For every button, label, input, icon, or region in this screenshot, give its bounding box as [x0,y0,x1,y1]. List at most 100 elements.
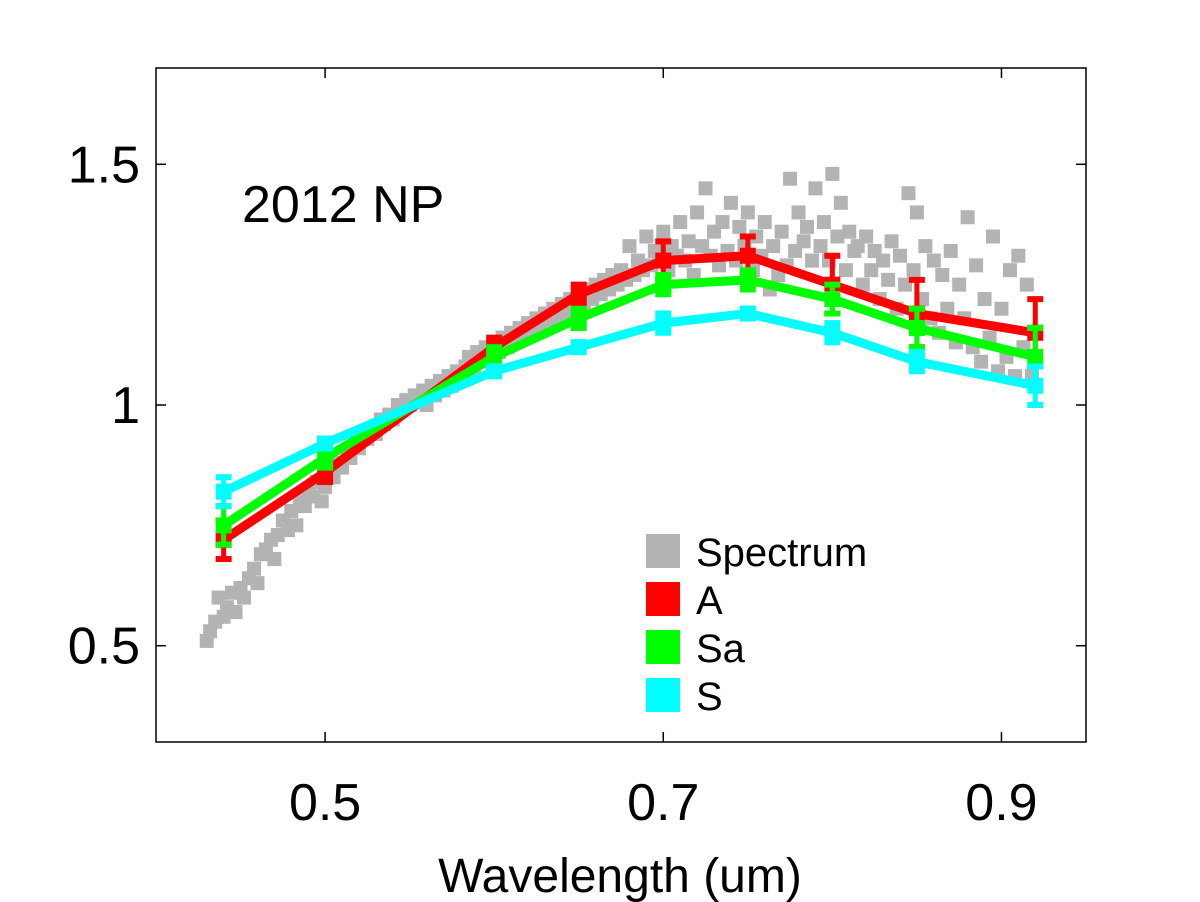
series-sa-point [824,291,841,308]
spectrum-point [740,205,755,220]
spectrum-point [1011,248,1026,263]
spectrum-point [952,277,967,292]
spectrum-point [766,239,781,254]
legend-label-sa: Sa [696,627,746,671]
spectrum-point [250,576,265,591]
series-a-point [570,286,587,303]
spectrum-point [977,292,992,307]
spectrum-point [690,205,705,220]
spectrum-point [656,224,671,239]
y-tick-label: 1.5 [68,136,140,194]
series-sa-point [215,517,232,534]
series-sa-point [655,276,672,293]
spectrum-point [783,171,798,186]
spectrum-point [800,219,814,234]
spectrum-point [1019,277,1034,292]
spectrum-point [986,229,1000,244]
spectrum-point [830,229,845,244]
spectrum-point [805,253,820,268]
series-s-point [908,353,925,370]
spectrum-point [715,215,730,230]
spectrum-point [236,590,251,605]
spectrum-point [960,210,975,225]
x-tick-label: 0.7 [627,774,699,832]
spectrum-point [749,229,764,244]
y-tick-label: 1 [111,377,140,435]
spectrum-point [855,277,870,292]
spectrum-point [926,253,941,268]
series-s-point [570,339,587,356]
object-annotation: 2012 NP [242,176,444,234]
series-sa-point [739,271,756,288]
spectrum-point [639,229,654,244]
spectrum-point [289,518,304,533]
y-tick-label: 0.5 [68,618,140,676]
spectrum-point [974,354,989,369]
spectrum-point [876,253,891,268]
spectrum-point [816,215,831,230]
legend-label-s: S [696,675,723,719]
spectrum-point [813,239,828,254]
legend-label-a: A [696,579,723,623]
spectrum-point [247,561,262,576]
series-s-point [215,483,232,500]
spectrum-point [1002,263,1017,278]
x-tick-label: 0.9 [965,774,1037,832]
spectrum-point [698,181,713,196]
spectrum-point [906,263,921,278]
spectrum-point [673,215,688,230]
series-s-point [739,305,756,322]
series-sa-point [486,348,503,365]
spectrum-point [808,181,823,196]
spectrum-point [901,186,916,201]
legend-swatch-sa [646,630,680,664]
series-a-point [655,252,672,269]
spectrum-point [898,277,913,292]
series-sa-point [317,449,334,466]
series-s-point [486,363,503,380]
spectrum-point [935,268,950,283]
spectrum-point [723,195,738,210]
axis-ticks: 0.5 0.7 0.9 0.5 1 1.5 [68,68,1086,832]
series-a-point [739,247,756,264]
spectrum-point [796,234,811,249]
spectrum-point [774,224,789,239]
spectrum-point [893,248,907,263]
spectrum-point [681,234,696,249]
x-tick-label: 0.5 [289,774,361,832]
spectrum-point [943,243,958,258]
series-s-point [1027,377,1044,394]
spectrum-point [622,239,637,254]
series-s-point [655,315,672,332]
series-s-point [317,435,334,452]
series-sa-point [1027,348,1044,365]
spectrum-point [833,195,848,210]
spectrum-point [732,219,747,234]
spectrum-point [842,224,857,239]
x-axis-title: Wavelength (um) [438,850,802,902]
series-sa-point [570,310,587,327]
legend-label-spectrum: Spectrum [696,531,867,575]
spectrum-point [940,301,955,316]
series-sa-point [908,319,925,336]
series-lines [215,233,1044,563]
legend-swatch-s [646,678,680,712]
series-s-point [824,324,841,341]
spectrum-point [918,239,933,254]
spectrum-point [859,229,874,244]
spectrum-point [864,263,879,278]
spectrum-point [994,301,1009,316]
spectrum-point [884,234,899,249]
spectrum-point [909,205,924,220]
spectrum-point [881,272,896,287]
spectrum-point [314,494,329,509]
spectrum-point [969,258,984,273]
spectrum-point [228,605,243,620]
spectrum-point [267,552,282,567]
legend-swatch-a [646,582,680,616]
spectrum-point [838,263,853,278]
spectrum-point [757,215,772,230]
